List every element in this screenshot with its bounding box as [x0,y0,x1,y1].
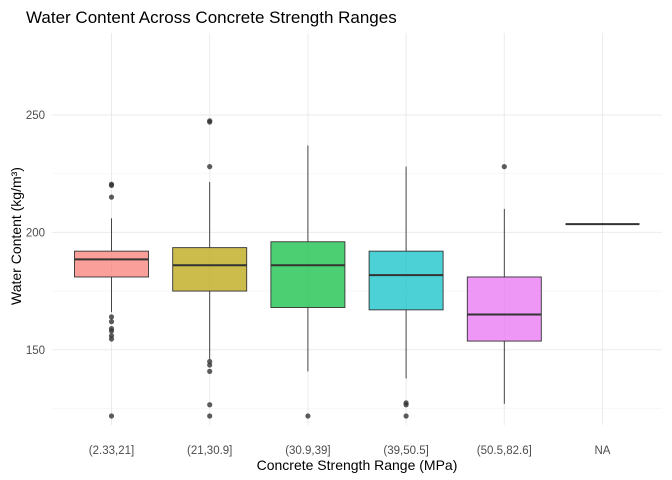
box-group [172,118,248,419]
box [368,250,444,311]
box-group [466,164,542,404]
box [466,276,542,342]
outlier-point [403,402,409,408]
y-tick-label: 250 [26,110,45,122]
x-tick-label: (50.5,82.6] [477,445,532,457]
box-group [368,166,444,419]
box-group [270,145,346,419]
outlier-point [207,118,213,124]
box-group [74,181,149,419]
x-tick-label: (2.33,21] [89,445,134,457]
x-axis-ticks: (2.33,21] (21,30.9] (30.9,39] (39,50.5] (50.… [89,445,611,457]
chart-title: Water Content Across Concrete Strength R… [26,8,397,27]
outlier-point [207,402,213,408]
x-axis-title: Concrete Strength Range (MPa) [257,457,458,473]
x-tick-label: NA [595,445,611,457]
outlier-point [108,413,115,419]
x-tick-label: (30.9,39] [285,445,330,457]
outlier-point [207,368,213,374]
x-tick-label: (39,50.5] [383,445,428,457]
outlier-point [108,336,115,342]
y-tick-label: 200 [26,227,45,239]
outlier-point [108,194,115,200]
outlier-point [207,164,213,170]
y-axis-title: Water Content (kg/m³) [8,167,24,305]
outlier-point [403,413,409,419]
outlier-point [108,181,115,187]
outlier-point [207,362,213,368]
y-tick-label: 150 [26,345,45,357]
boxplots [74,118,640,419]
outlier-point [501,164,507,170]
outlier-point [305,413,311,419]
outlier-point [108,319,115,325]
box [74,250,149,278]
outlier-point [108,328,115,334]
box [270,241,346,308]
outlier-point [108,314,115,320]
outlier-point [207,413,213,419]
y-axis-ticks: 150 200 250 [26,110,45,357]
box [172,247,248,292]
grid [52,33,662,425]
x-tick-label: (21,30.9] [187,445,232,457]
